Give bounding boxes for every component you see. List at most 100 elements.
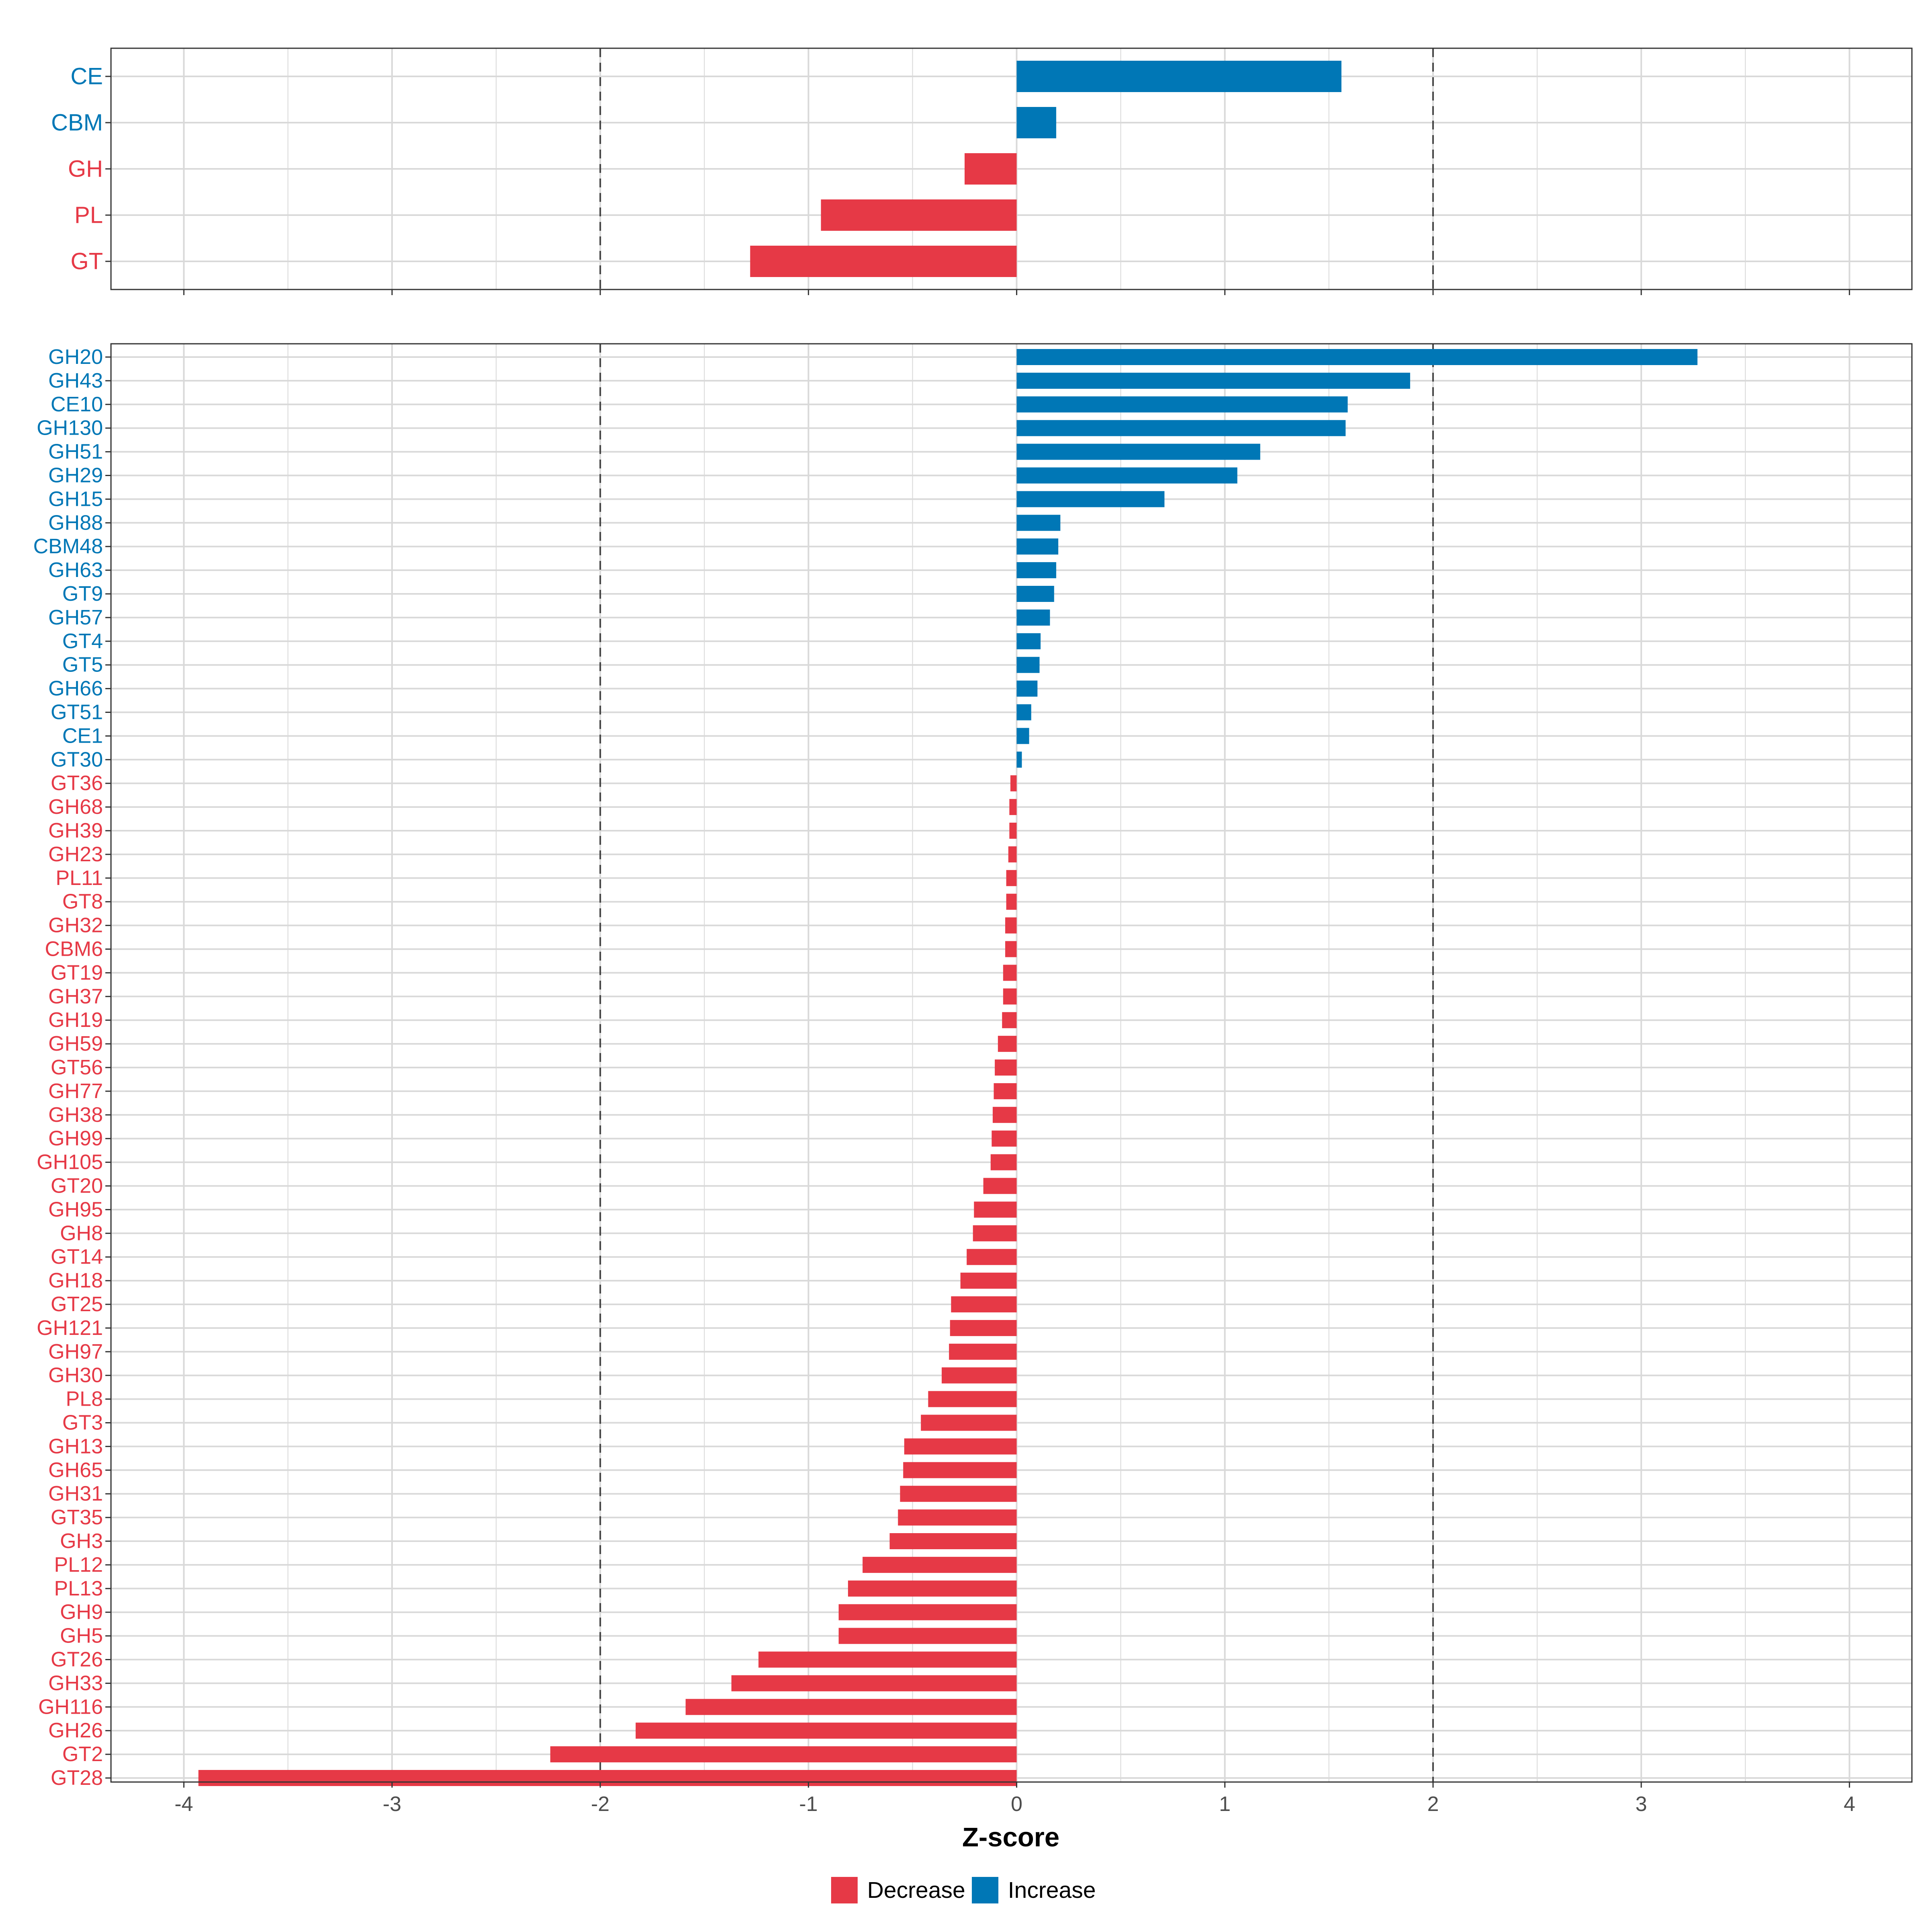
category-label-gh5: GH5 <box>60 1624 103 1648</box>
bar-gh88 <box>1016 515 1061 531</box>
category-label-gh88: GH88 <box>48 511 103 534</box>
category-label-gh31: GH31 <box>48 1482 103 1505</box>
bar-ce10 <box>1016 396 1348 413</box>
category-label-gt2: GT2 <box>62 1743 103 1766</box>
bar-ce <box>1016 61 1342 92</box>
bar-gh26 <box>635 1723 1017 1739</box>
category-label-gt4: GT4 <box>62 630 103 653</box>
bar-gh66 <box>1016 680 1038 697</box>
x-tick-label: -2 <box>591 1792 610 1816</box>
bar-gt14 <box>967 1249 1017 1265</box>
category-label-gh38: GH38 <box>48 1103 103 1127</box>
category-label-gh9: GH9 <box>60 1601 103 1624</box>
category-label-gh59: GH59 <box>48 1032 103 1055</box>
category-label-cbm: CBM <box>51 110 103 136</box>
category-label-ce10: CE10 <box>51 393 103 416</box>
category-label-gt35: GT35 <box>51 1506 103 1529</box>
bar-cbm6 <box>1005 941 1017 957</box>
category-label-gh37: GH37 <box>48 985 103 1008</box>
bar-cbm48 <box>1016 538 1059 555</box>
bar-gh19 <box>1002 1012 1017 1029</box>
legend-swatch-decrease <box>831 1877 858 1903</box>
bar-gh <box>964 153 1017 185</box>
bar-gh30 <box>942 1367 1017 1384</box>
category-label-gt36: GT36 <box>51 772 103 795</box>
bar-gh105 <box>990 1154 1017 1170</box>
bar-pl11 <box>1006 870 1017 886</box>
category-label-gh29: GH29 <box>48 464 103 487</box>
category-label-gh77: GH77 <box>48 1080 103 1103</box>
category-label-cbm6: CBM6 <box>45 938 103 961</box>
bar-gt4 <box>1016 633 1041 649</box>
bar-gt26 <box>758 1651 1017 1668</box>
category-label-gh18: GH18 <box>48 1269 103 1292</box>
x-tick-label: 4 <box>1844 1792 1855 1816</box>
bar-gh95 <box>974 1201 1017 1218</box>
category-label-gh32: GH32 <box>48 914 103 937</box>
category-label-gt: GT <box>70 248 103 275</box>
category-label-gh26: GH26 <box>48 1719 103 1742</box>
category-label-gh105: GH105 <box>37 1151 103 1174</box>
legend-item-decrease: Decrease <box>831 1877 969 1903</box>
bar-gh15 <box>1016 491 1165 507</box>
x-tick-label: -1 <box>799 1792 818 1816</box>
bar-gh13 <box>904 1438 1017 1455</box>
x-tick-label: 0 <box>1011 1792 1022 1816</box>
bar-gt3 <box>921 1415 1017 1431</box>
bar-gh63 <box>1016 562 1056 579</box>
bar-gh39 <box>1009 823 1017 839</box>
bar-gt36 <box>1010 775 1017 792</box>
top-panel: CE CBM GH PL GT <box>51 47 1913 295</box>
x-axis-title: Z-score <box>962 1822 1059 1852</box>
category-label-gh: GH <box>68 156 103 182</box>
bar-gt28 <box>198 1770 1017 1786</box>
category-label-gt20: GT20 <box>51 1174 103 1198</box>
bottom-panel: GH20GH43CE10GH130GH51GH29GH15GH88CBM48GH… <box>33 343 1913 1816</box>
bar-gh116 <box>686 1699 1017 1715</box>
bar-gt5 <box>1016 657 1040 673</box>
bar-cbm <box>1016 107 1056 138</box>
category-label-pl: PL <box>74 202 103 228</box>
category-label-gh51: GH51 <box>48 440 103 464</box>
bar-gh31 <box>900 1486 1017 1502</box>
category-label-gh8: GH8 <box>60 1222 103 1245</box>
category-label-gt8: GT8 <box>62 890 103 914</box>
bar-gh23 <box>1008 846 1017 862</box>
x-tick-label: -3 <box>383 1792 401 1816</box>
bar-gt <box>750 246 1017 277</box>
category-label-gh57: GH57 <box>48 606 103 629</box>
bar-gt25 <box>951 1296 1017 1312</box>
category-label-gh30: GH30 <box>48 1364 103 1387</box>
category-label-gt5: GT5 <box>62 653 103 677</box>
category-label-gt19: GT19 <box>51 961 103 984</box>
category-label-gh66: GH66 <box>48 677 103 700</box>
panel-border <box>110 343 1913 1783</box>
x-tick-label: 2 <box>1427 1792 1439 1816</box>
bar-gt9 <box>1016 586 1054 602</box>
bar-gh32 <box>1005 917 1017 934</box>
bar-gh59 <box>998 1036 1017 1052</box>
panel-border <box>110 47 1913 290</box>
bar-gh51 <box>1016 443 1261 460</box>
category-label-gt25: GT25 <box>51 1293 103 1316</box>
category-label-ce: CE <box>70 64 103 90</box>
bar-gt19 <box>1003 965 1017 981</box>
bar-pl <box>821 199 1017 231</box>
category-label-gt9: GT9 <box>62 582 103 606</box>
bar-gh29 <box>1016 467 1238 484</box>
bar-gh130 <box>1016 420 1346 436</box>
bar-gh121 <box>950 1320 1017 1336</box>
category-label-gh97: GH97 <box>48 1340 103 1363</box>
category-label-gh39: GH39 <box>48 819 103 842</box>
legend-swatch-increase <box>971 1877 998 1903</box>
bar-gh9 <box>838 1604 1017 1620</box>
category-label-gt28: GT28 <box>51 1766 103 1790</box>
bar-gh18 <box>960 1273 1017 1289</box>
bar-gt56 <box>995 1059 1017 1076</box>
category-label-pl11: PL11 <box>55 866 103 890</box>
bar-gt8 <box>1006 893 1017 910</box>
x-tick-label: -4 <box>175 1792 193 1816</box>
category-label-gt3: GT3 <box>62 1411 103 1435</box>
